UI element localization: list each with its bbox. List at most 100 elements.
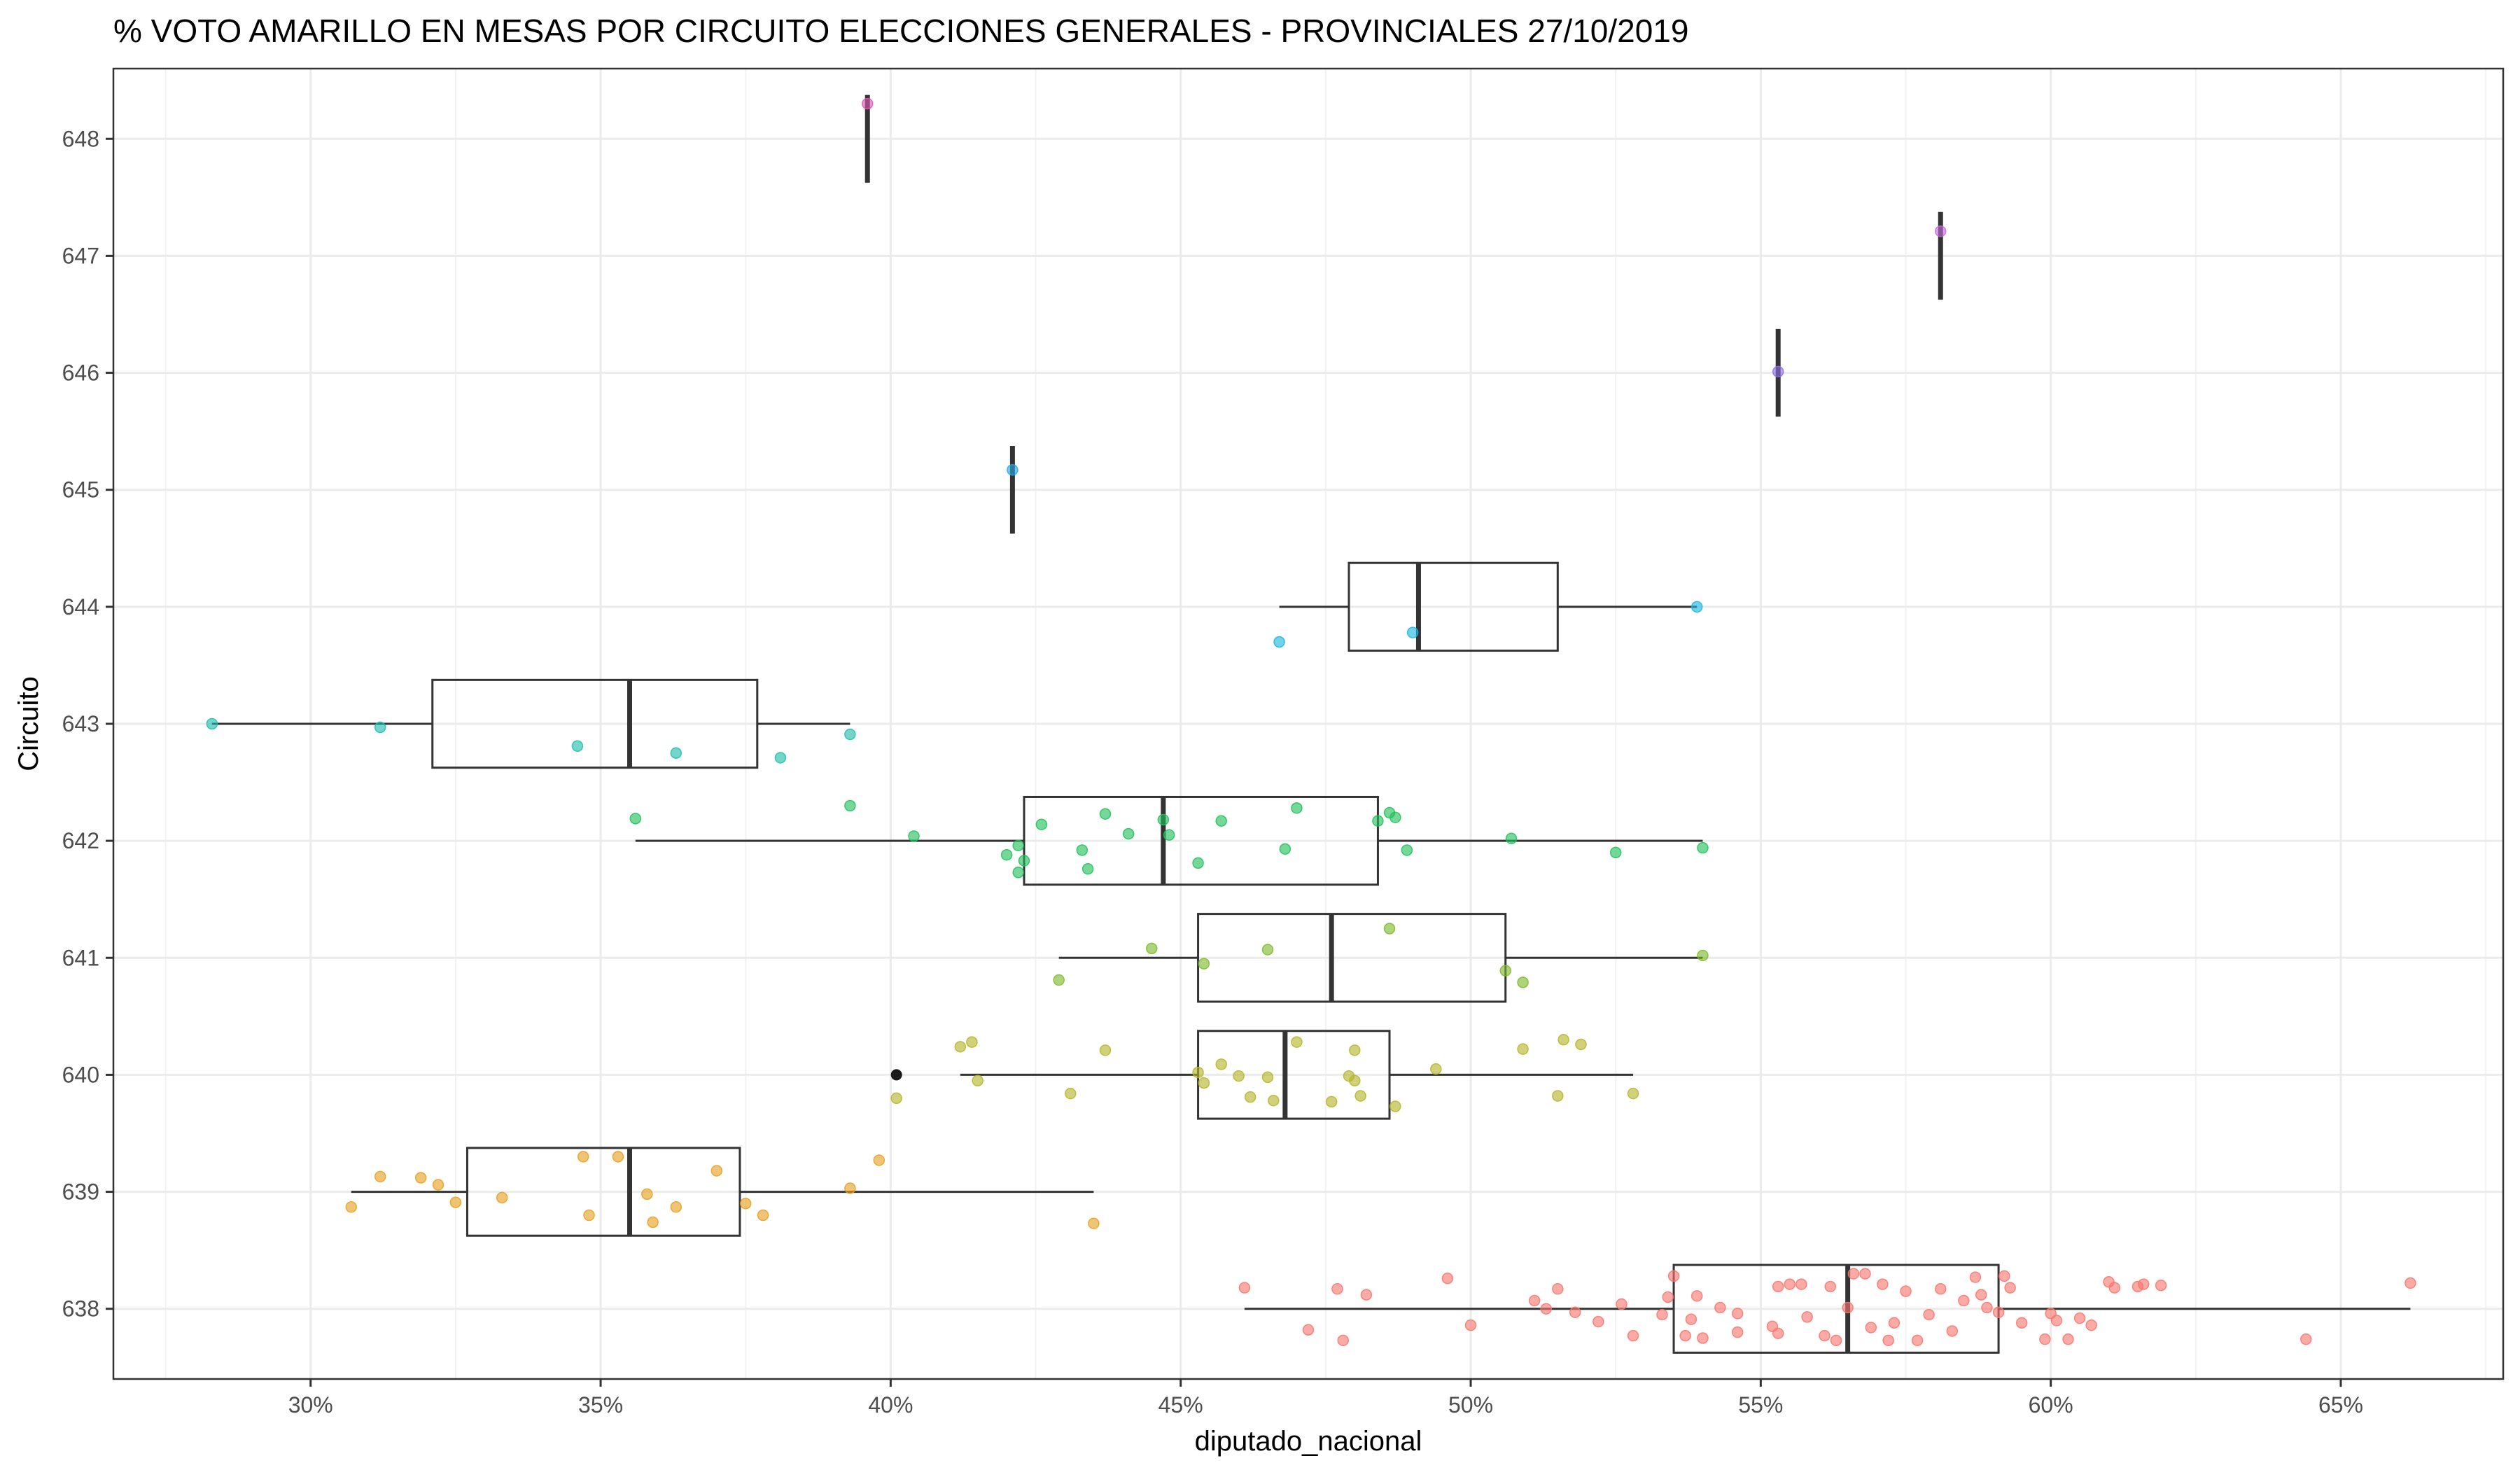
data-point-642 <box>1401 844 1413 856</box>
data-point-638 <box>1958 1294 1970 1307</box>
data-point-640 <box>954 1041 967 1053</box>
data-point-638 <box>2108 1282 2121 1294</box>
data-point-638 <box>1679 1329 1691 1342</box>
y-tick-label: 640 <box>62 1062 99 1087</box>
data-point-642 <box>1018 855 1030 867</box>
data-point-639 <box>583 1209 595 1222</box>
data-point-642 <box>1372 815 1384 827</box>
data-point-638 <box>1969 1271 1982 1283</box>
data-point-638 <box>1830 1334 1842 1347</box>
data-point-638 <box>2062 1333 2074 1345</box>
data-point-640 <box>1517 1043 1529 1055</box>
box-circuit-643 <box>211 678 850 769</box>
y-axis: 638 639 640 641 642 643 644 645 646 647 648 <box>62 126 113 1322</box>
data-point-640 <box>1215 1058 1227 1070</box>
data-point-638 <box>2404 1277 2416 1289</box>
data-point-638 <box>1981 1301 1993 1314</box>
data-point-638 <box>1772 1327 1784 1340</box>
x-tick-label: 50% <box>1448 1392 1493 1418</box>
data-point-642 <box>1012 867 1024 878</box>
data-point-638 <box>2039 1333 2051 1345</box>
data-point-638 <box>1842 1301 1854 1314</box>
data-point-638 <box>1731 1326 1744 1338</box>
data-point-639 <box>670 1201 682 1213</box>
x-tick-label: 45% <box>1158 1392 1203 1418</box>
data-point-640 <box>1430 1063 1442 1075</box>
data-point-638 <box>1946 1325 1959 1337</box>
data-point-638 <box>1865 1322 1877 1334</box>
box-iqr <box>1197 913 1507 1003</box>
data-point-643 <box>206 718 218 730</box>
data-point-638 <box>1859 1268 1871 1280</box>
data-point-639 <box>641 1188 653 1200</box>
data-point-638 <box>1697 1332 1709 1344</box>
data-point-643 <box>774 752 787 764</box>
data-point-643 <box>374 721 386 734</box>
data-point-638 <box>1360 1289 1373 1301</box>
y-tick-label: 641 <box>62 945 99 970</box>
data-point-638 <box>1569 1306 1581 1318</box>
data-point-638 <box>1900 1285 1912 1297</box>
data-point-638 <box>1819 1329 1830 1342</box>
y-tick-label: 647 <box>62 243 99 268</box>
box-iqr <box>1348 561 1559 652</box>
y-tick-label: 644 <box>62 594 99 620</box>
data-point-641 <box>1499 965 1511 976</box>
data-point-642 <box>1082 863 1094 875</box>
data-point-639 <box>873 1154 886 1166</box>
data-point-642 <box>629 813 642 825</box>
data-point-638 <box>2073 1312 2086 1324</box>
data-point-641 <box>1697 949 1709 962</box>
data-point-641 <box>1383 923 1396 934</box>
data-point-640 <box>1354 1090 1366 1102</box>
x-tick-label: 65% <box>2318 1392 2363 1418</box>
data-point-638 <box>1337 1334 1349 1347</box>
y-tick-label: 646 <box>62 360 99 386</box>
data-point-638 <box>1882 1334 1894 1347</box>
data-point-639 <box>345 1201 357 1213</box>
data-point-638 <box>1238 1282 1251 1294</box>
data-point-640 <box>1349 1074 1361 1087</box>
data-point-641 <box>1261 944 1274 955</box>
data-point-640 <box>890 1092 902 1105</box>
data-point-638 <box>1552 1283 1564 1295</box>
data-point-639 <box>647 1216 659 1228</box>
data-point-638 <box>1911 1334 1924 1347</box>
data-point-642 <box>1192 857 1204 869</box>
data-point-638 <box>1441 1273 1454 1284</box>
data-point-640 <box>1349 1044 1361 1056</box>
data-point-640 <box>1575 1038 1587 1051</box>
data-point-639 <box>612 1151 624 1163</box>
box-iqr <box>431 678 759 769</box>
data-point-642 <box>1076 844 1088 856</box>
data-point-640 <box>1390 1100 1401 1112</box>
data-point-638 <box>1888 1317 1900 1329</box>
data-point-644 <box>1273 636 1285 648</box>
data-point-638 <box>1685 1313 1698 1326</box>
data-point-642 <box>1122 827 1135 840</box>
data-point-642 <box>1157 813 1170 826</box>
data-point-642 <box>1163 829 1175 841</box>
data-point-638 <box>1616 1298 1628 1310</box>
data-point-638 <box>1784 1278 1796 1290</box>
data-point-639 <box>496 1191 508 1204</box>
data-point-638 <box>2004 1282 2016 1294</box>
data-point-638 <box>1772 1280 1784 1293</box>
data-point-638 <box>1656 1308 1668 1321</box>
data-point-641 <box>1053 974 1065 986</box>
data-point-638 <box>1998 1270 2010 1282</box>
data-point-640 <box>1627 1087 1639 1100</box>
data-point-639 <box>432 1179 444 1191</box>
data-point-639 <box>1088 1217 1100 1229</box>
data-point-638 <box>1824 1280 1837 1293</box>
data-point-638 <box>1662 1291 1674 1303</box>
data-point-639 <box>449 1196 462 1208</box>
data-point-640 <box>1244 1091 1256 1103</box>
chart-title: % VOTO AMARILLO EN MESAS POR CIRCUITO EL… <box>113 13 1688 49</box>
box-circuit-639 <box>351 1147 1094 1237</box>
data-point-642 <box>1609 846 1622 859</box>
data-point-640 <box>1552 1090 1564 1102</box>
box-circuit-644 <box>1279 561 1698 652</box>
data-point-638 <box>2085 1319 2097 1331</box>
data-point-638 <box>1795 1278 1807 1290</box>
